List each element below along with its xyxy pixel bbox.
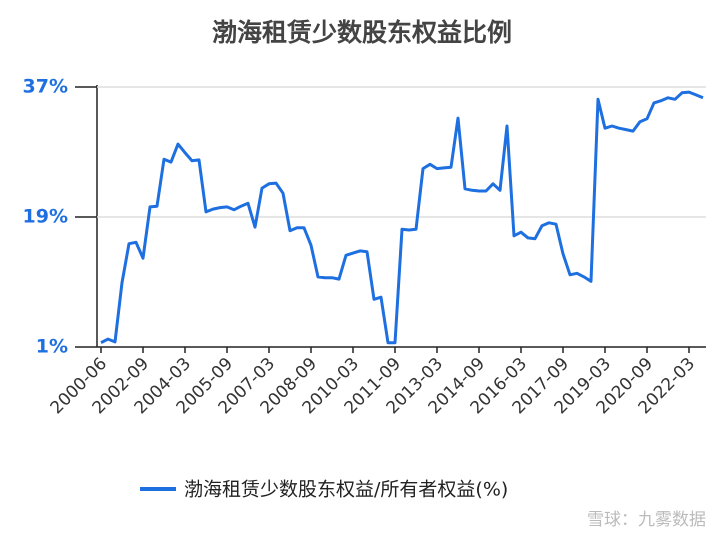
watermark: 雪球：九雾数据: [587, 510, 706, 530]
chart-title: 渤海租赁少数股东权益比例: [212, 18, 512, 47]
y-tick-label: 1%: [36, 336, 68, 358]
legend-label: 渤海租赁少数股东权益/所有者权益(%): [184, 479, 508, 501]
y-tick-label: 19%: [23, 206, 68, 228]
y-tick-label: 37%: [23, 76, 68, 98]
data-line: [100, 90, 704, 345]
